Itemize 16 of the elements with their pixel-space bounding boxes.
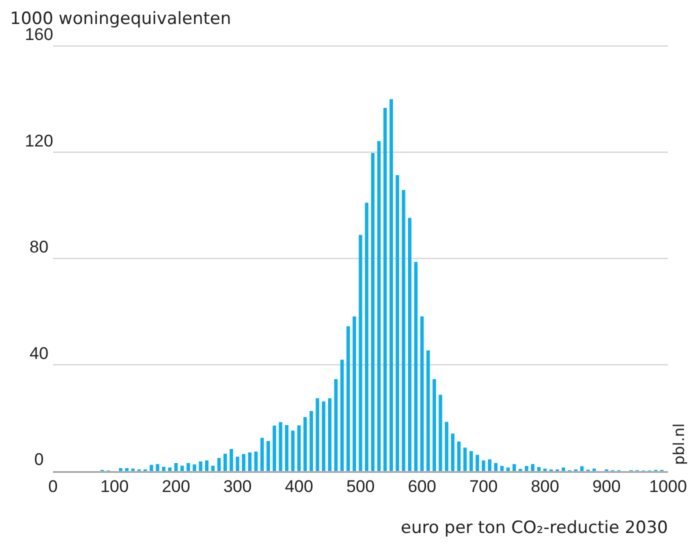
x-tick-label: 200 xyxy=(162,477,190,496)
y-tick-label: 0 xyxy=(34,450,44,470)
x-tick-label: 1000 xyxy=(649,477,687,496)
x-tick-label: 600 xyxy=(408,477,436,496)
x-axis-title: euro per ton CO₂-reductie 2030 xyxy=(400,518,668,538)
x-tick-label: 700 xyxy=(469,477,498,496)
text: pbl.nl xyxy=(670,423,688,465)
y-tick-label: 120 xyxy=(24,131,54,150)
x-tick-label: 800 xyxy=(530,477,560,496)
x-tick-label: 900 xyxy=(592,477,621,496)
x-tick-label: 500 xyxy=(346,477,375,496)
y-tick-label: 40 xyxy=(30,344,48,363)
y-tick-label: 80 xyxy=(30,238,48,257)
x-tick-label: 300 xyxy=(223,477,252,496)
x-tick-label: 100 xyxy=(100,477,129,496)
x-tick-label: 400 xyxy=(284,477,314,496)
